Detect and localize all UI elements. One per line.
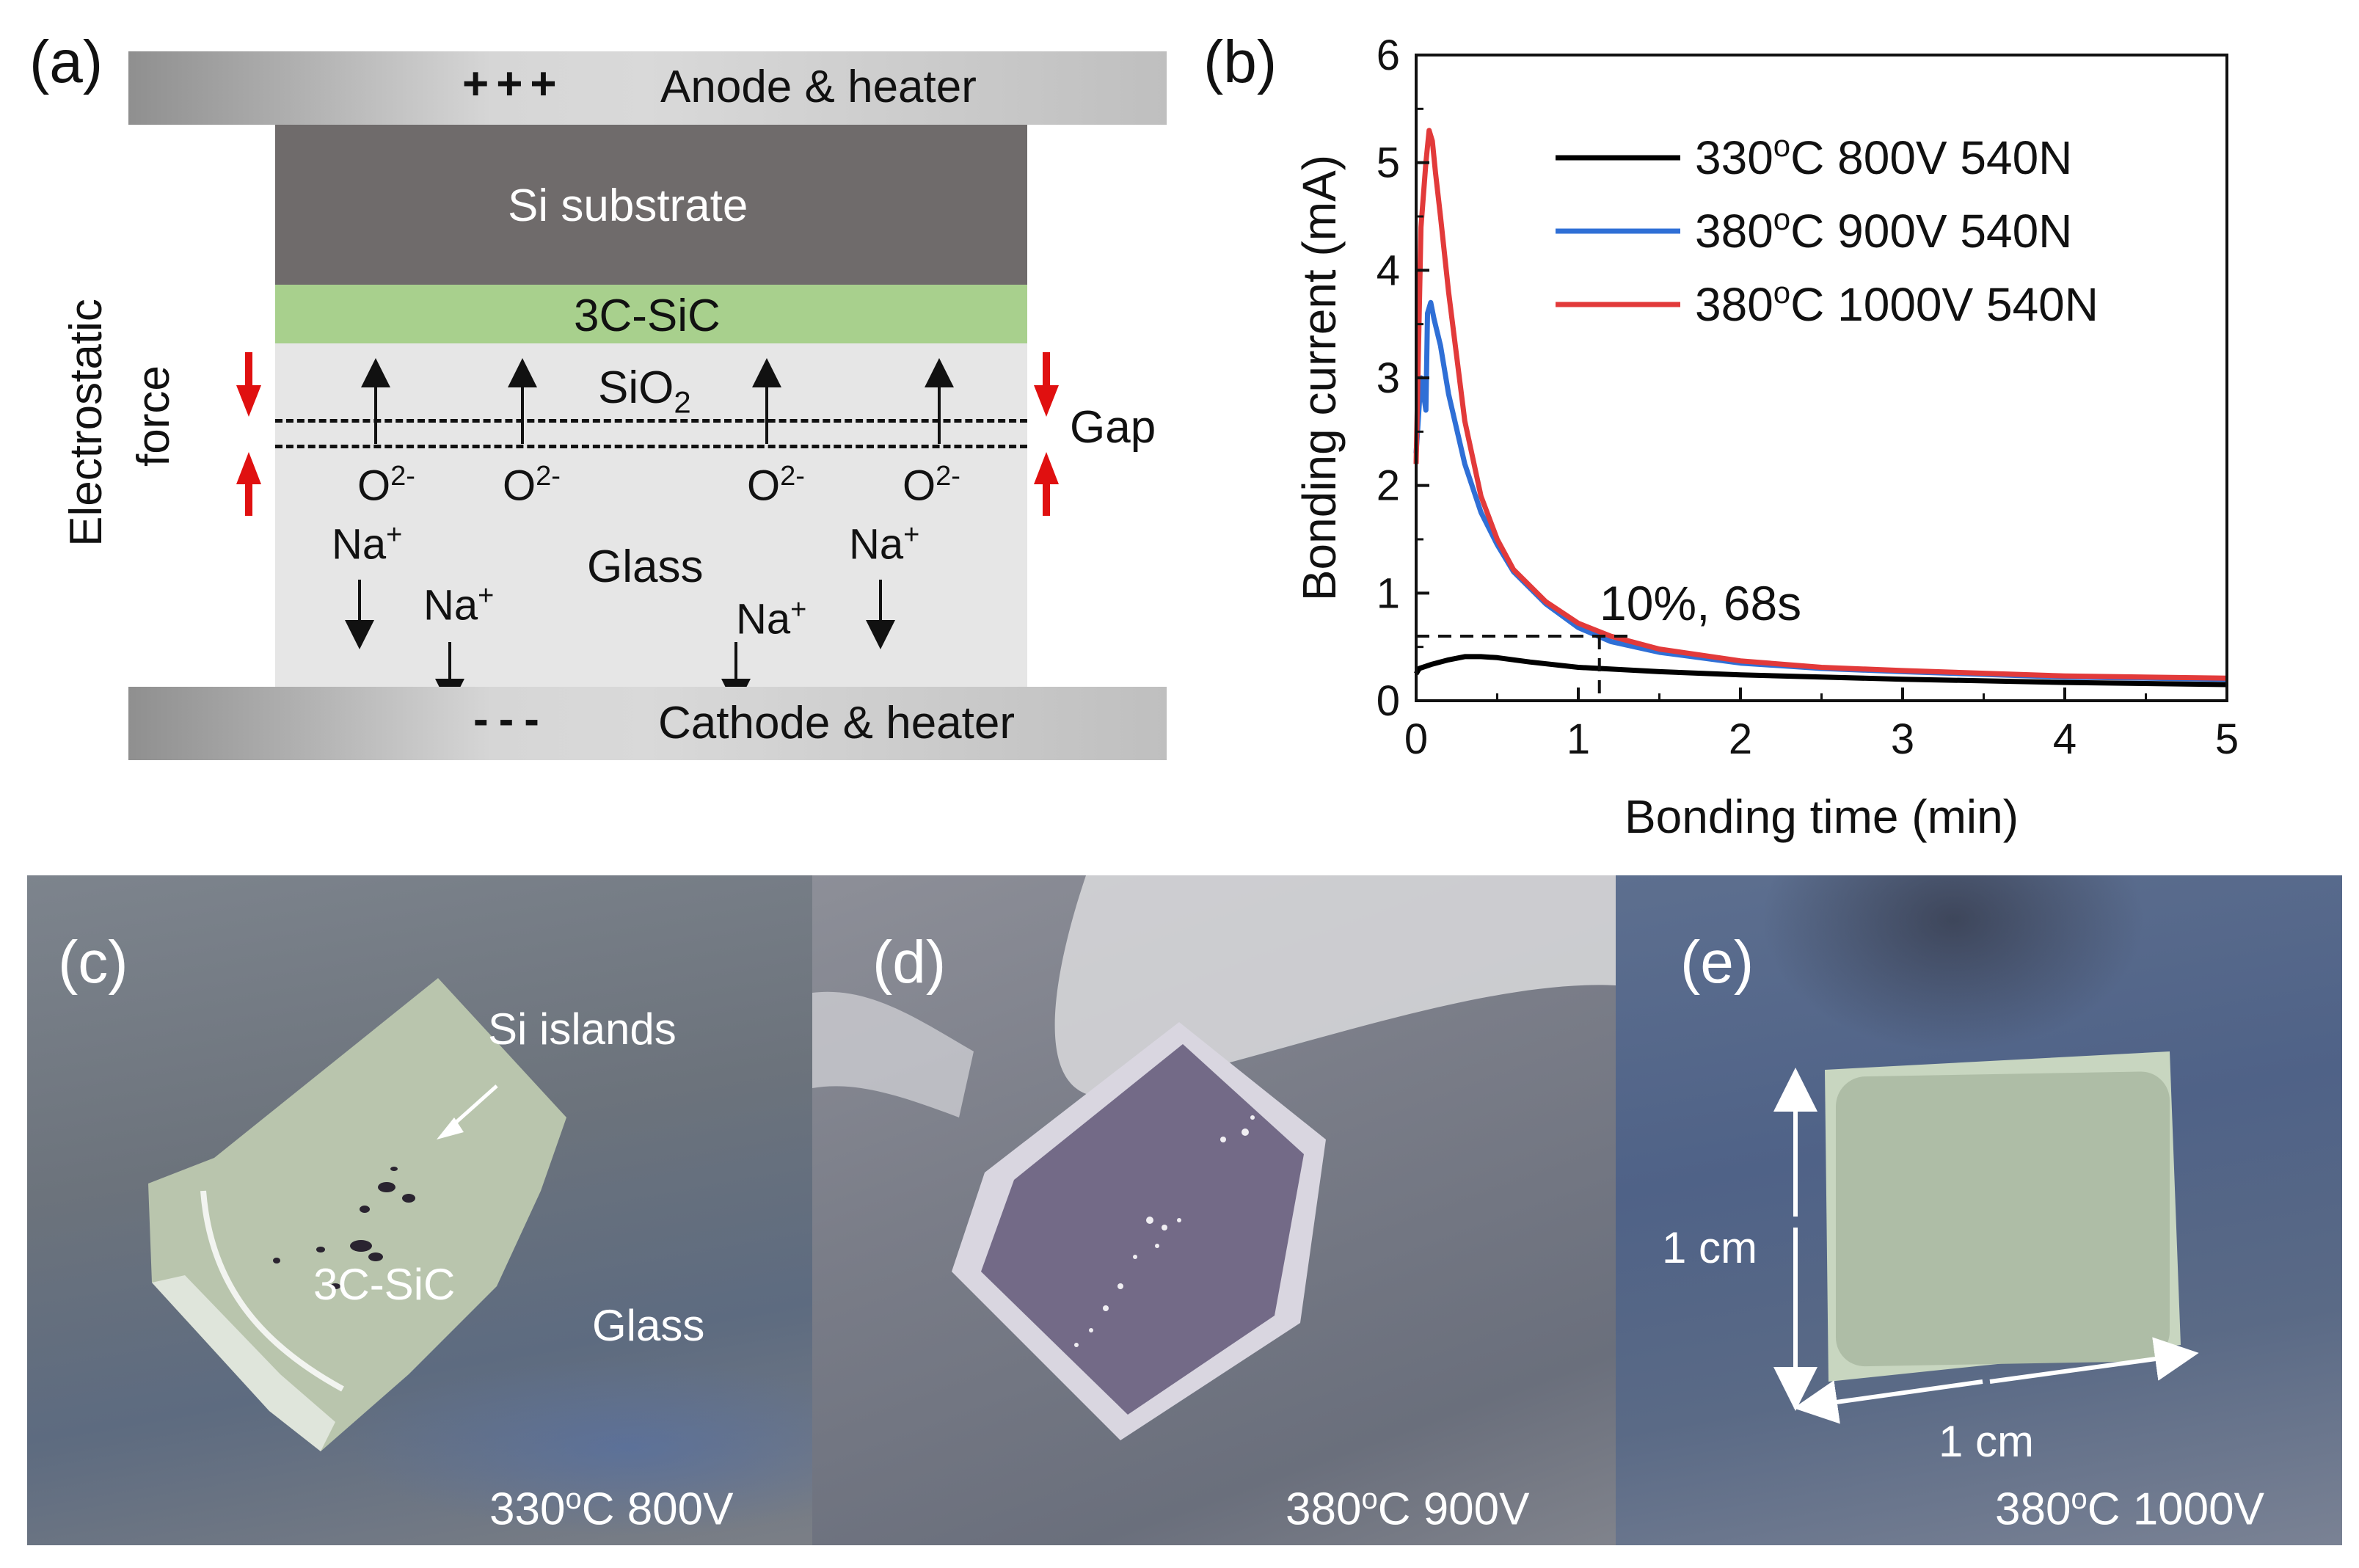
photo-e-letter: (e) [1680,929,1754,996]
y-tick-label: 5 [1377,139,1400,187]
photo-c: (c) Si islands 3C-SiC Glass 330oC 800V [27,875,812,1545]
y-tick-label: 0 [1377,677,1400,725]
sodium-label-2: Na+ [423,580,495,630]
chart-annotation: 10%, 68s [1600,576,1801,630]
gap-dash-top [275,419,1027,423]
sodium-label-3: Na+ [736,594,807,643]
y-tick-label: 2 [1377,462,1400,510]
y-tick-label: 3 [1377,354,1400,402]
series-line-2 [1413,299,2228,682]
photo-e-dim-vertical: 1 cm [1662,1223,1758,1272]
photo-d-letter: (d) [872,929,947,996]
sio2-glass-layer [275,343,1027,687]
anode-electrode [128,51,1167,125]
oxygen-label-1: O2- [357,461,415,510]
gap-dash-bottom [275,445,1027,448]
panel-a-arrows [236,352,1059,708]
x-tick-label: 2 [1729,715,1752,763]
sodium-label-1: Na+ [332,519,403,569]
photo-e-dim-horizontal: 1 cm [1939,1417,2035,1466]
y-tick-label: 6 [1377,32,1400,79]
oxygen-label-4: O2- [903,461,960,510]
photo-c-si-islands: Si islands [488,1004,677,1054]
photo-c-letter: (c) [58,929,128,996]
panel-b-letter: (b) [1203,29,1277,95]
photo-d-caption: 380oC 900V [1286,1483,1530,1535]
x-tick-label: 4 [2053,715,2077,763]
photo-c-glass: Glass [592,1301,705,1350]
photo-d: (d) 380oC 900V [812,875,1616,1545]
x-axis-label: Bonding time (min) [1625,790,2019,843]
sodium-label-4: Na+ [849,519,920,569]
gap-label: Gap [1070,402,1156,453]
photo-c-sic: 3C-SiC [313,1260,456,1309]
cathode-signs: --- [473,694,550,745]
legend-entry-1: 330oC 800V 540N [1695,128,2072,184]
series-line-1 [1414,654,2228,688]
x-tick-label: 3 [1891,715,1914,763]
y-axis-label: Bonding current (mA) [1293,155,1346,601]
photo-d-sample [812,875,1616,1440]
photo-e-caption: 380oC 1000V [1995,1483,2264,1535]
x-tick-label: 1 [1567,715,1590,763]
photo-e-sample [1773,1051,2199,1424]
anode-signs: +++ [462,59,564,109]
si-substrate-layer [275,125,1027,285]
y-tick-label: 1 [1377,569,1400,617]
oxygen-label-3: O2- [747,461,805,510]
sodium-arrows [345,580,895,708]
cathode-electrode [128,687,1167,760]
oxygen-label-2: O2- [503,461,561,510]
red-arrow-right-up [1034,452,1059,516]
oxygen-arrows [361,358,954,444]
red-arrow-left-down [236,352,261,417]
bonding-current-chart: 0 1 2 3 4 5 0 1 2 3 4 5 6 Bonding time (min) Bonding c… [1293,32,2239,843]
sio2-label: SiO2 [598,362,691,420]
x-tick-label: 5 [2215,715,2239,763]
sic-layer [275,285,1027,343]
si-substrate-label: Si substrate [508,180,748,231]
cathode-label: Cathode & heater [658,698,1016,748]
glass-label: Glass [587,541,704,592]
x-tick-label: 0 [1404,715,1428,763]
photo-c-caption: 330oC 800V [489,1483,734,1535]
sic-label: 3C-SiC [574,291,721,341]
photo-c-sample [148,978,566,1451]
photo-e: (e) 1 cm 1 cm 380oC 1000V [1616,875,2342,1545]
legend-entry-3: 380oC 1000V 540N [1695,275,2099,331]
legend-entry-2: 380oC 900V 540N [1695,202,2072,258]
y-tick-label: 4 [1377,247,1400,294]
anode-label: Anode & heater [660,62,977,112]
panel-a-letter: (a) [29,29,103,95]
red-arrow-left-up [236,452,261,516]
red-arrow-right-down [1034,352,1059,417]
series-line-3 [1413,128,2228,681]
